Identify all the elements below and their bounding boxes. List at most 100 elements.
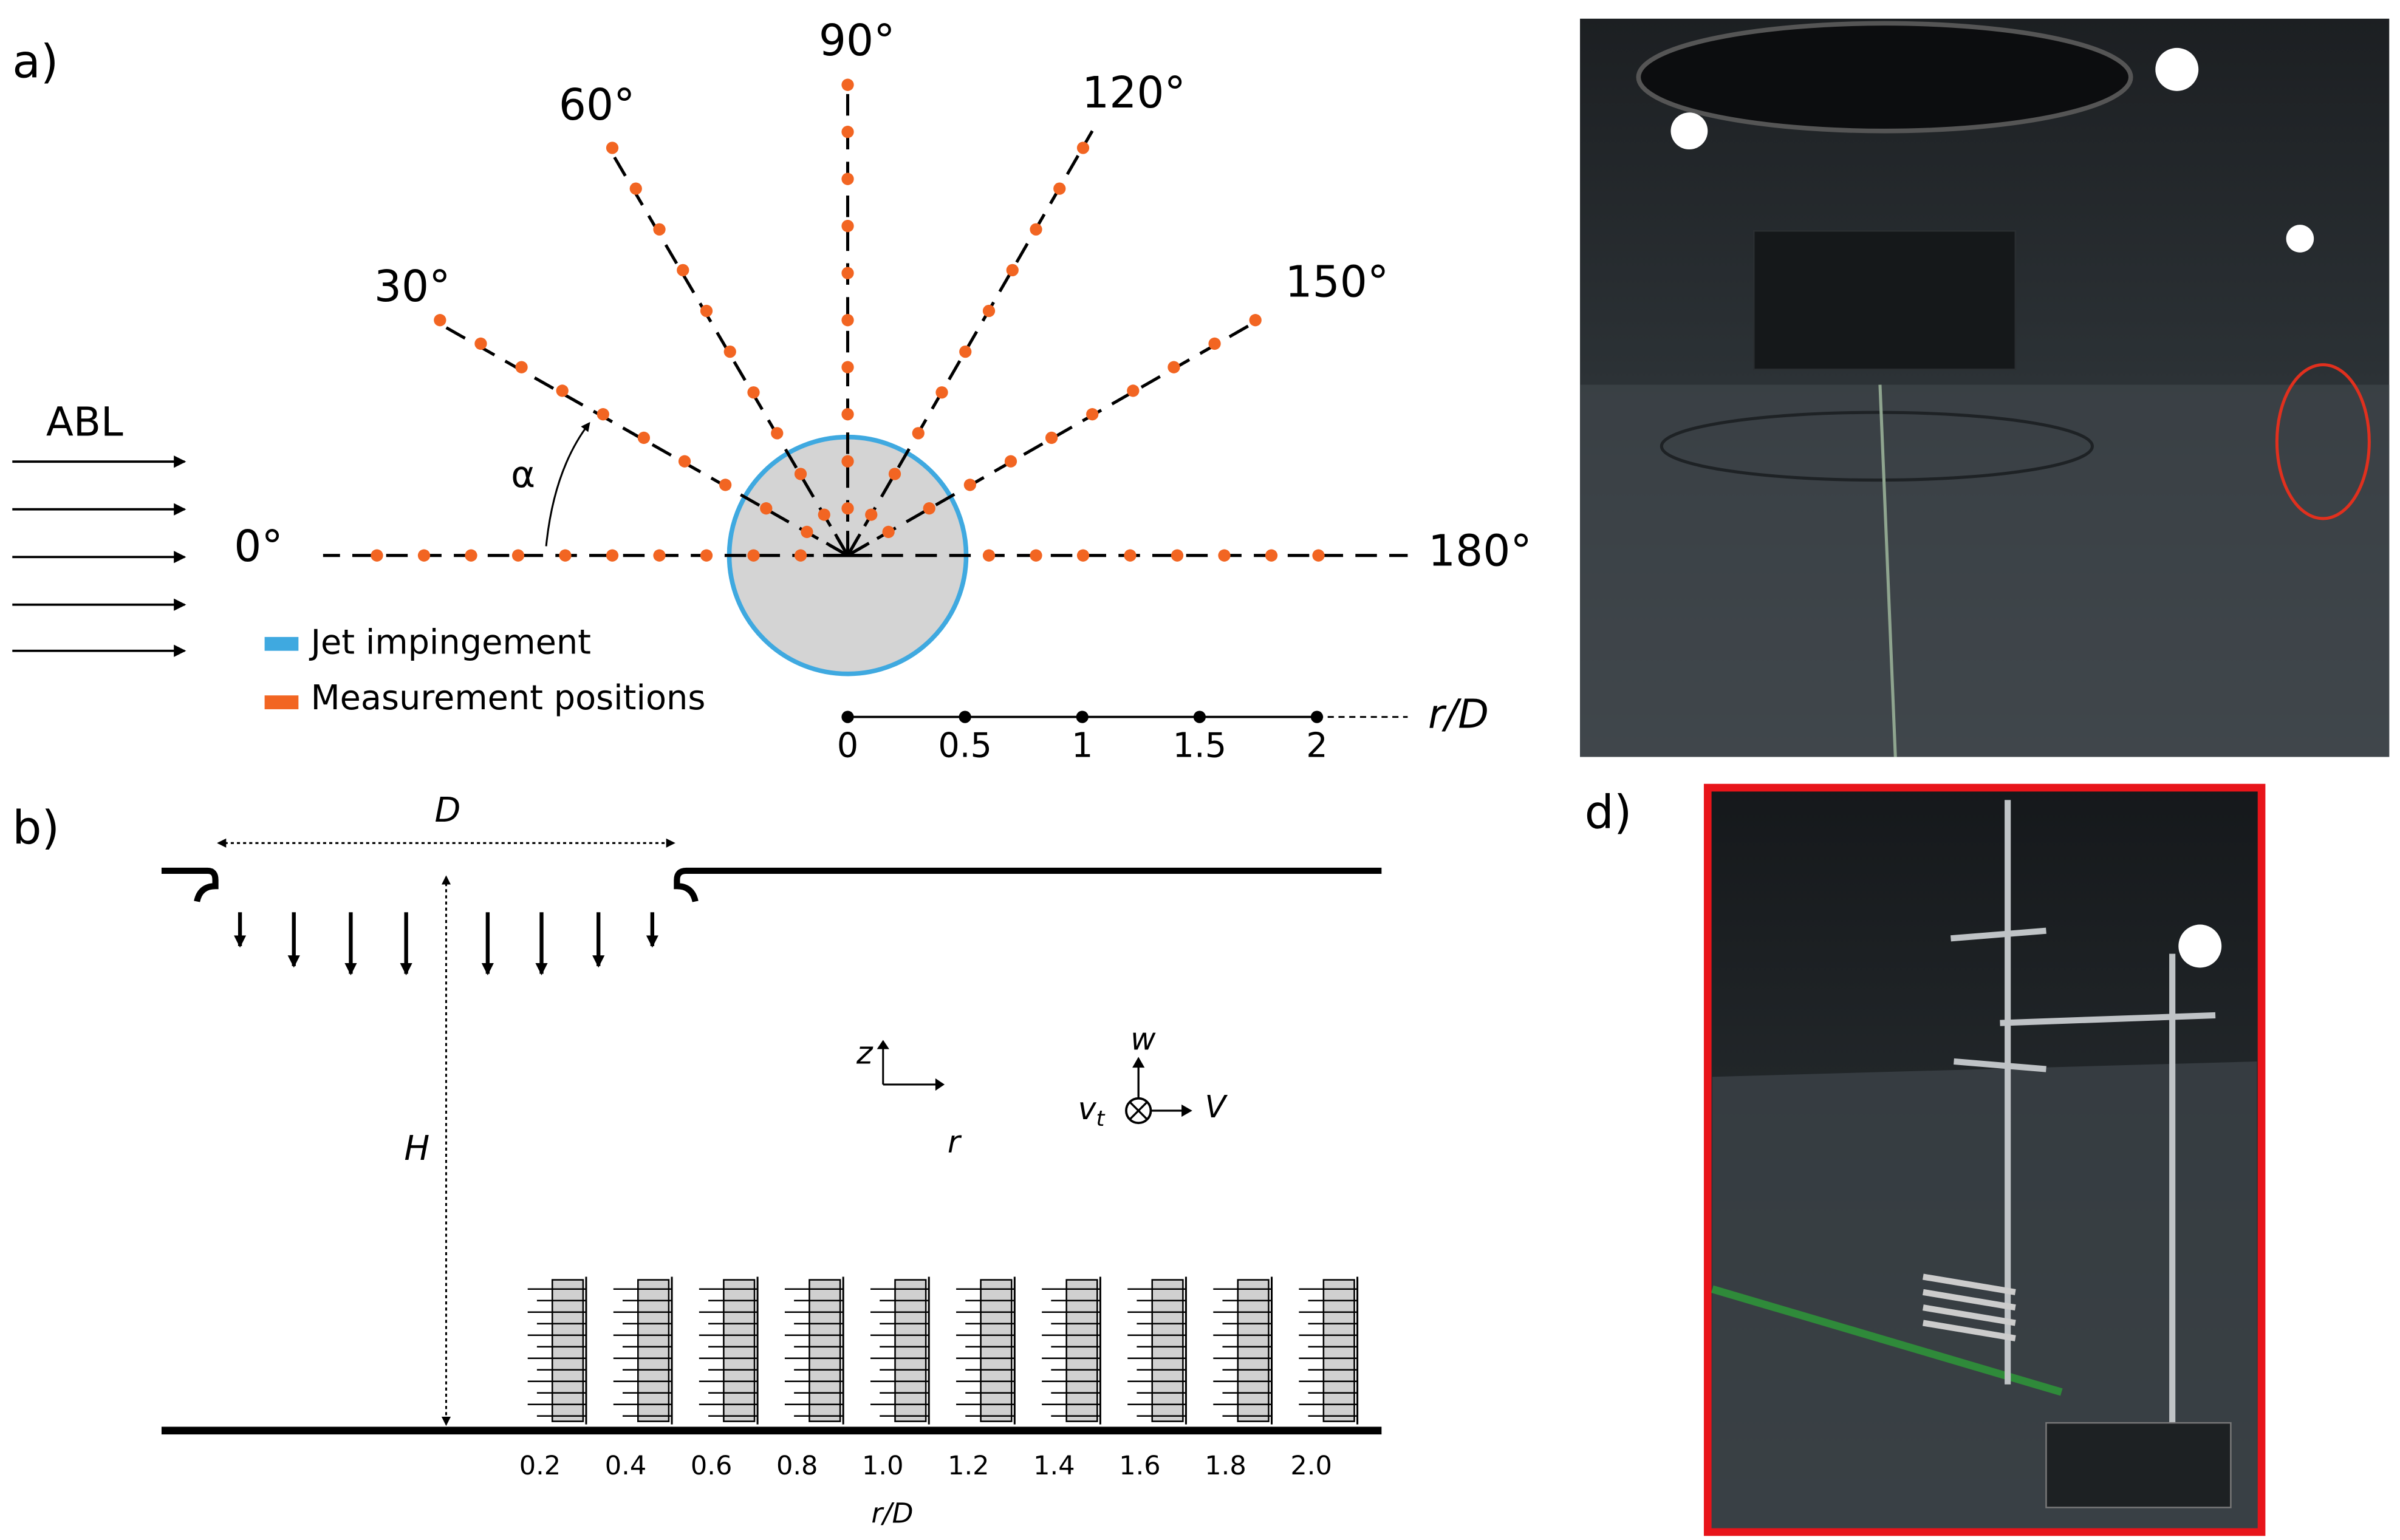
measurement-position (888, 468, 901, 480)
measurement-position (653, 223, 666, 236)
vt-symbol (1128, 1061, 1188, 1121)
measurement-position (1076, 141, 1090, 154)
rake-tick-label: 0.4 (605, 1451, 646, 1481)
axis-label: w (1130, 1021, 1156, 1057)
measurement-position (982, 304, 996, 318)
measurement-position (1168, 361, 1180, 373)
measurement-position (417, 549, 431, 562)
measurement-position (1030, 549, 1042, 562)
probe-rake (894, 1279, 927, 1422)
measurement-position (653, 549, 666, 562)
measurement-position (1127, 384, 1140, 397)
ray (609, 150, 849, 556)
scale-tick (1193, 710, 1206, 723)
measurement-position (841, 267, 854, 279)
panel-label: b) (12, 800, 60, 854)
measurement-position (818, 508, 830, 521)
probe-rake (1151, 1279, 1184, 1422)
angle-label: 120° (1082, 67, 1186, 118)
measurement-position (794, 468, 807, 480)
diameter-label: D (435, 791, 461, 830)
rake-tick-label: 1.4 (1033, 1451, 1075, 1481)
measurement-position (882, 525, 895, 539)
measurement-position (841, 361, 854, 373)
rake-tick-label: 1.6 (1119, 1451, 1160, 1481)
photo-detail (1580, 384, 2390, 757)
measurement-position (637, 431, 651, 445)
axis-label: t (1096, 1106, 1106, 1131)
scale-tick (1076, 710, 1089, 723)
measurement-position (841, 502, 854, 515)
rake-tick-label: 0.6 (691, 1451, 732, 1481)
measurement-position (371, 549, 383, 562)
probe-rake (1237, 1279, 1270, 1422)
probe-rake (1322, 1279, 1355, 1422)
ray (437, 322, 849, 557)
photo-probe-rake (1703, 783, 2266, 1536)
scale-tick-label: 0.5 (938, 726, 992, 765)
measurement-position (719, 479, 732, 491)
measurement-position (841, 314, 854, 327)
rake-tick-label: 1.2 (948, 1451, 989, 1481)
measurement-position (1218, 549, 1231, 562)
measurement-position (1006, 264, 1019, 276)
rake-tick-label: 0.2 (519, 1451, 561, 1481)
measurement-position (515, 361, 528, 373)
measurement-position (1171, 549, 1184, 562)
measurement-position (1030, 223, 1042, 236)
center-spoke (847, 542, 870, 557)
measurement-position (474, 337, 487, 350)
legend-swatch (264, 695, 299, 709)
photo-detail (1753, 230, 2017, 370)
probe-rake (980, 1279, 1013, 1422)
measurement-position (959, 345, 972, 358)
photo-light (1670, 112, 1708, 150)
measurement-position (841, 172, 854, 185)
measurement-position (606, 141, 619, 154)
measurement-position (1004, 455, 1017, 468)
panel-a: ABL α Jet impingement Measurement positi… (12, 15, 1532, 765)
scale-label: r/D (1428, 691, 1489, 738)
ray (847, 318, 1260, 557)
vt-symbol (1132, 1057, 1192, 1117)
scale-tick-label: 1 (1072, 726, 1093, 765)
measurement-position (677, 264, 689, 276)
measurement-position (841, 126, 854, 138)
measurement-position (511, 549, 525, 562)
photo-detail (1636, 21, 2133, 134)
measurement-position (771, 427, 784, 440)
photo-detail (1711, 1285, 2063, 1396)
measurement-position (1053, 182, 1066, 195)
highlight-ellipse (2275, 363, 2371, 520)
measurement-position (963, 479, 976, 491)
angle-symbol: α (511, 454, 535, 496)
measurement-position (747, 386, 760, 399)
measurement-position (760, 502, 773, 515)
scale-tick-label: 0 (837, 726, 858, 765)
nozzle-wall (161, 867, 219, 902)
measurement-position (606, 549, 619, 562)
panel-b: D H z r w vt V r/D 0.2 0.4 0.6 0.8 1.0 1.2 1.4… (161, 791, 1382, 1530)
photo-detail (1712, 1061, 2257, 1528)
axis-label: r/D (871, 1497, 913, 1530)
probe-rake (723, 1279, 756, 1422)
measurement-position (841, 220, 854, 233)
measurement-position (1076, 549, 1090, 562)
probe-rake (809, 1279, 841, 1422)
measurement-position (556, 384, 569, 397)
scale-tick (1310, 710, 1324, 723)
ray (846, 130, 1094, 556)
angle-label: 150° (1285, 256, 1389, 307)
center-spoke (826, 542, 849, 557)
measurement-position (723, 345, 736, 358)
axis-label: V (1205, 1089, 1228, 1125)
height-label: H (404, 1129, 429, 1168)
measurement-position (465, 549, 477, 562)
measurement-position (629, 182, 642, 195)
axes-icon (882, 1043, 942, 1086)
measurement-position (801, 525, 813, 539)
measurement-position (559, 549, 572, 562)
measurement-position (865, 508, 878, 521)
angle-label: 90° (819, 15, 895, 66)
